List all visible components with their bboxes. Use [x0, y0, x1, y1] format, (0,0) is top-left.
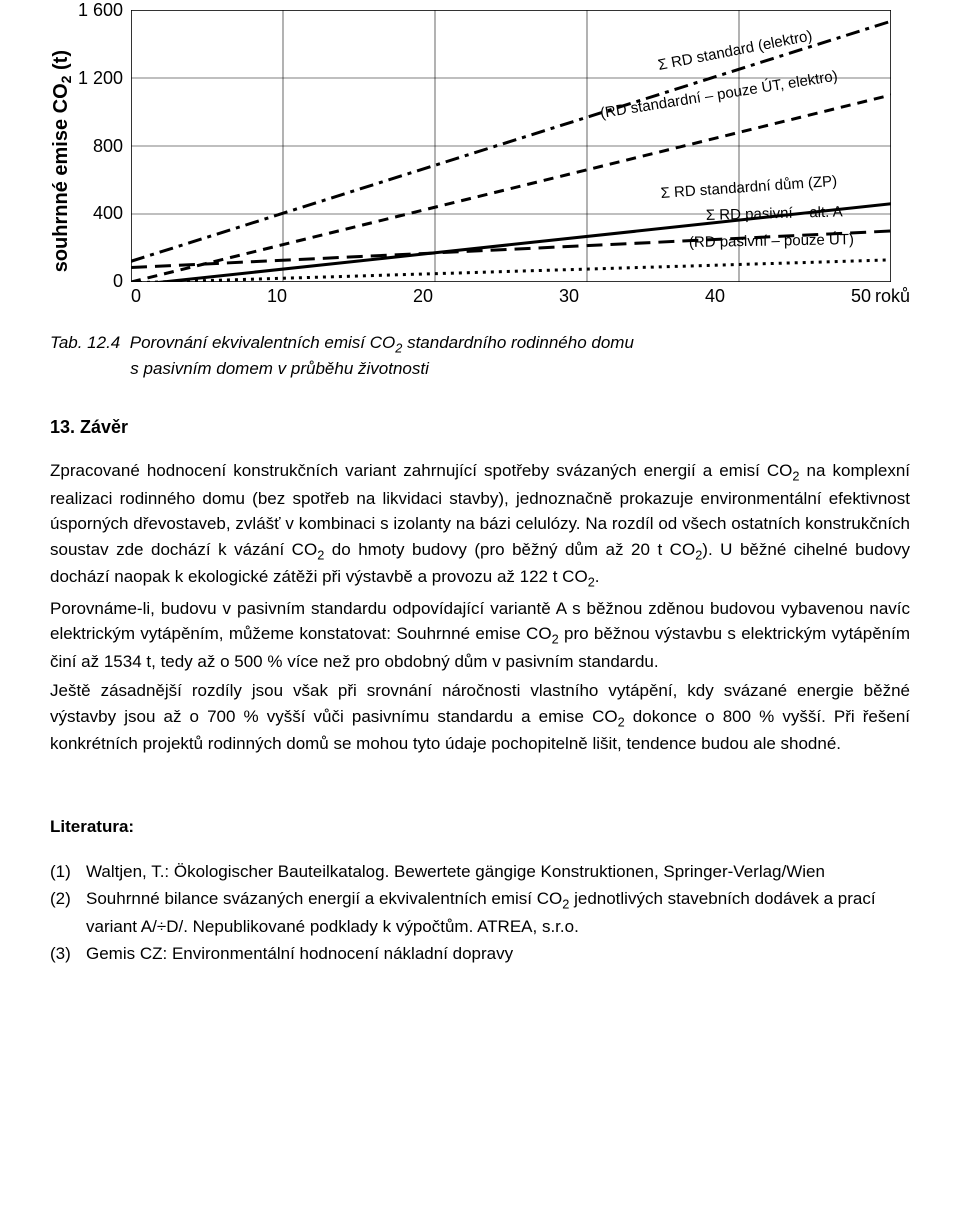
- series-label-rd-pasivni-pouze-ut: (RD pasivní – pouze ÚT): [689, 231, 854, 251]
- section-heading: 13. Závěr: [50, 417, 910, 438]
- caption-text: Porovnání ekvivalentních emisí CO2 stand…: [50, 333, 634, 378]
- series-label-rd-standardni-ut-elektro: (RD standardní – pouze ÚT, elektro): [599, 68, 839, 122]
- body-text: Zpracované hodnocení konstrukčních varia…: [50, 458, 910, 757]
- chart-caption: Tab. 12.4 Porovnání ekvivalentních emisí…: [50, 331, 910, 381]
- series-label-rd-standardni-dum-zp: Σ RD standardní dům (ZP): [660, 173, 838, 202]
- y-tick-label: 1 600: [78, 0, 123, 21]
- page: souhrnné emise CO2 (t) 1 6001 2008004000…: [0, 0, 960, 1009]
- chart-plot-area: Σ RD standard (elektro)(RD standardní – …: [131, 10, 891, 282]
- y-tick-label: 400: [78, 203, 123, 224]
- y-axis-ticks: 1 600 1 200 800 400 0: [78, 0, 131, 292]
- series-rd-pasivni-pouze-ut: [131, 260, 891, 282]
- paragraph: Zpracované hodnocení konstrukčních varia…: [50, 458, 910, 592]
- reference-item: Waltjen, T.: Ökologischer Bauteilkatalog…: [76, 859, 910, 885]
- x-tick-label: 30: [559, 286, 579, 307]
- literature-heading: Literatura:: [50, 817, 910, 837]
- x-tick-label: 0: [131, 286, 141, 307]
- paragraph: Porovnáme-li, budovu v pasivním standard…: [50, 596, 910, 675]
- y-tick-label: 800: [78, 136, 123, 157]
- reference-item: Gemis CZ: Environmentální hodnocení nákl…: [76, 941, 910, 967]
- reference-list: Waltjen, T.: Ökologischer Bauteilkatalog…: [50, 859, 910, 967]
- x-axis-ticks: 0 10 20 30 40 50roků: [131, 286, 910, 307]
- y-tick-label: 0: [78, 271, 123, 292]
- caption-prefix: Tab. 12.4: [50, 333, 120, 352]
- series-label-rd-standard-elektro: Σ RD standard (elektro): [657, 27, 814, 74]
- series-label-rd-pasivni-alt-a: Σ RD pasivní – alt. A: [706, 203, 843, 224]
- emissions-chart: souhrnné emise CO2 (t) 1 6001 2008004000…: [50, 10, 910, 307]
- reference-item: Souhrnné bilance svázaných energií a ekv…: [76, 886, 910, 939]
- x-tick-label: 40: [705, 286, 725, 307]
- paragraph: Ještě zásadnější rozdíly jsou však při s…: [50, 678, 910, 757]
- y-axis-label: souhrnné emise CO2 (t): [50, 50, 74, 272]
- x-tick-label: 50roků: [851, 286, 910, 307]
- x-tick-label: 20: [413, 286, 433, 307]
- y-tick-label: 1 200: [78, 68, 123, 89]
- series-rd-standard-elektro: [131, 21, 891, 261]
- x-tick-label: 10: [267, 286, 287, 307]
- x-axis-unit: roků: [875, 286, 910, 306]
